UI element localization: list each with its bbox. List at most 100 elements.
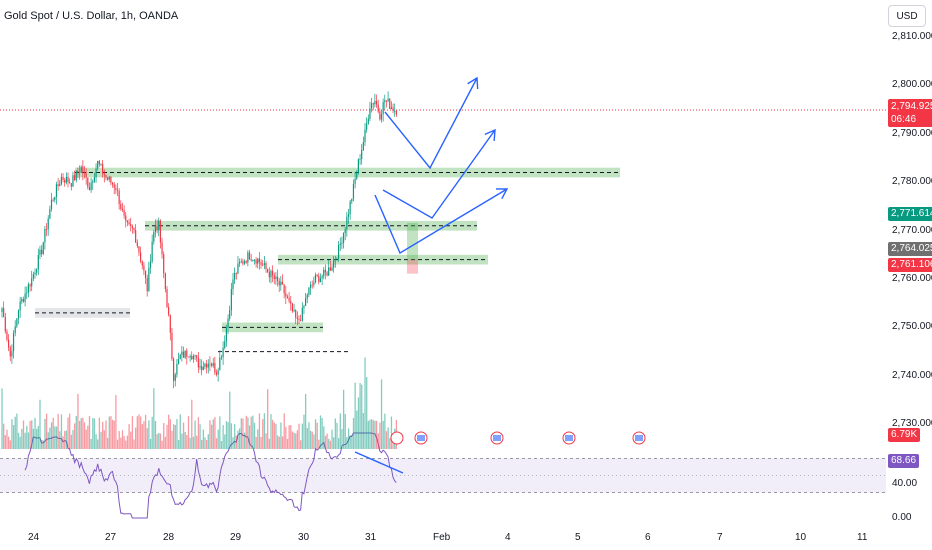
candle-body (181, 351, 183, 355)
volume-bar (295, 433, 297, 449)
price-tick-label: 2,770.000 (892, 224, 932, 236)
volume-bar (235, 435, 237, 449)
level-tag-1: 2,771.614 (888, 207, 932, 221)
volume-bar (9, 440, 11, 449)
candle-body (361, 149, 363, 160)
volume-bar (326, 433, 328, 449)
volume-bar (4, 435, 6, 449)
volume-bar (52, 417, 54, 449)
candle-body (229, 310, 231, 319)
candle-body (50, 199, 53, 210)
candle-body (156, 226, 158, 231)
volume-bar (319, 415, 322, 449)
volume-bar (131, 416, 134, 449)
candle-body (265, 263, 267, 270)
volume-bar (309, 430, 312, 449)
candle-body (227, 318, 229, 328)
volume-bar (31, 420, 33, 449)
zone-band (145, 220, 477, 231)
candle-body (347, 214, 350, 217)
candle-body (141, 260, 143, 266)
volume-bar (32, 428, 35, 449)
candle-body (47, 218, 49, 230)
volume-bar (286, 438, 289, 449)
price-tick-label: 2,730.000 (892, 418, 932, 430)
volume-bar (377, 433, 379, 449)
volume-bar (93, 418, 96, 449)
volume-bar (212, 419, 214, 449)
volume-bar (47, 432, 49, 449)
volume-bar (329, 440, 332, 449)
candle-body (11, 351, 13, 357)
volume-bar (100, 432, 102, 449)
volume-bars (1, 357, 398, 449)
volume-bar (90, 438, 92, 449)
candle-body (1, 308, 3, 313)
candle-body (123, 210, 125, 216)
candle-body (34, 272, 36, 275)
time-tick-label: 4 (505, 532, 511, 543)
candle-body (62, 176, 64, 180)
rsi-tag: 68.66 (888, 454, 920, 468)
candle-body (138, 246, 140, 253)
volume-bar (59, 431, 61, 449)
candle-body (107, 177, 109, 180)
candle-body (174, 374, 176, 381)
volume-bar (375, 420, 378, 449)
volume-bar (242, 418, 244, 449)
candle-body (344, 229, 346, 233)
candle-body (110, 176, 112, 183)
candle-body (98, 160, 100, 165)
volume-bar (194, 420, 196, 449)
volume-bar (255, 436, 257, 449)
volume-bar (37, 425, 39, 449)
candle-body (171, 332, 173, 359)
candle-body (291, 303, 293, 312)
candle-body (342, 232, 345, 243)
candle-body (159, 220, 161, 243)
volume-bar (201, 439, 203, 449)
volume-bar (41, 439, 43, 449)
volume-bar (36, 428, 38, 449)
volume-bar (176, 418, 178, 449)
volume-bar (87, 425, 89, 449)
candle-body (161, 242, 163, 255)
candle-body (280, 281, 282, 286)
zone-band (35, 308, 130, 318)
volume-bar (380, 379, 383, 449)
time-tick-label: 28 (163, 532, 175, 543)
currency-button[interactable]: USD (888, 5, 926, 27)
candle-body (369, 108, 371, 119)
candle-body (329, 267, 331, 271)
candle-body (143, 265, 145, 271)
volume-bar (334, 418, 336, 449)
time-tick-label: 27 (105, 532, 117, 543)
arrow-path (382, 129, 496, 219)
volume-bar (372, 420, 374, 449)
volume-bar (361, 384, 363, 449)
candle-body (314, 274, 317, 283)
volume-bar (273, 422, 275, 449)
volume-bar (136, 416, 138, 449)
candle-body (148, 267, 150, 292)
zone-band (75, 167, 620, 178)
candle-body (39, 249, 41, 255)
volume-bar (333, 437, 335, 449)
volume-bar (44, 418, 46, 449)
candle-body (298, 319, 300, 320)
candle-body (303, 305, 305, 308)
last-price-tag: 2,794.925 06:46 (888, 99, 932, 127)
candle-body (194, 355, 196, 357)
candle-body (380, 114, 383, 120)
candle-body (258, 258, 260, 263)
candle-body (336, 258, 338, 260)
candle-body (318, 275, 320, 283)
volume-bar (154, 421, 157, 449)
candle-body (111, 182, 114, 185)
volume-bar (123, 436, 125, 449)
candle-body (131, 226, 133, 229)
volume-bar (151, 416, 153, 449)
candle-body (209, 363, 211, 365)
candle-body (121, 208, 124, 211)
